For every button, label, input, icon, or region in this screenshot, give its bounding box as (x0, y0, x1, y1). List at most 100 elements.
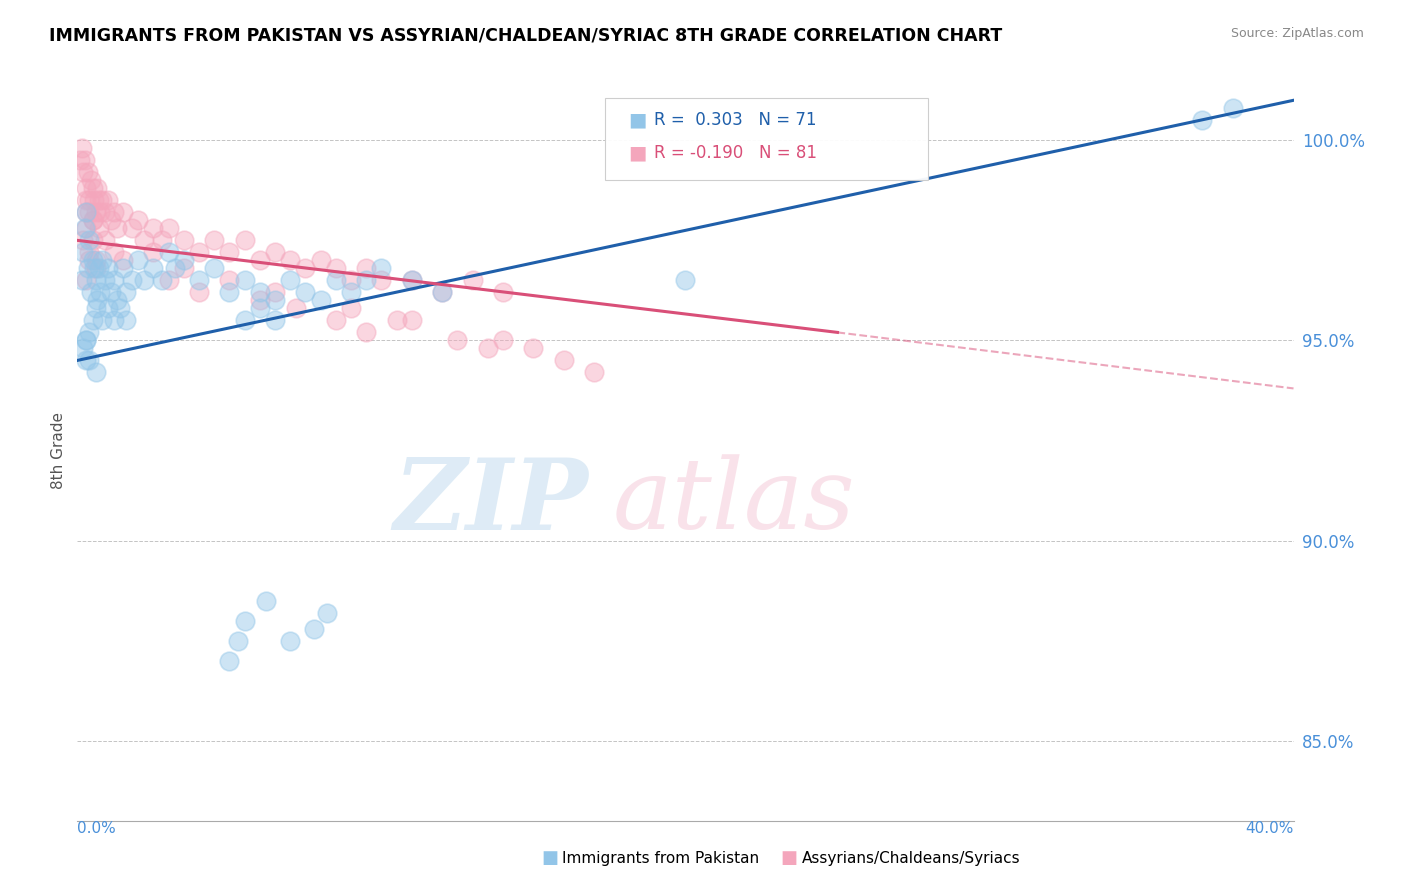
Point (93, 205, 115, 219)
Point (105, 293, 128, 308)
Point (79, 205, 101, 219)
Text: ■: ■ (780, 849, 797, 867)
Point (75, 205, 97, 219)
Point (354, 326, 377, 340)
Point (264, 293, 287, 308)
Point (79, 353, 101, 368)
Point (87, 261, 110, 276)
Point (401, 313, 423, 327)
Point (188, 285, 211, 300)
Point (82, 213, 104, 227)
Point (127, 213, 149, 227)
Point (188, 245, 211, 260)
Point (121, 273, 143, 287)
Point (89, 285, 111, 300)
Point (86, 181, 108, 195)
Point (134, 273, 156, 287)
Point (79, 245, 101, 260)
Point (315, 606, 337, 620)
Point (115, 285, 138, 300)
Point (218, 285, 240, 300)
Point (82, 313, 104, 327)
Point (264, 313, 287, 327)
Point (249, 253, 271, 268)
Point (75, 353, 97, 368)
Point (87, 194, 110, 208)
Point (82, 213, 104, 227)
Point (142, 221, 165, 235)
Point (294, 285, 316, 300)
Point (111, 261, 134, 276)
Point (1222, 101, 1244, 115)
Point (134, 233, 156, 247)
Point (370, 261, 392, 276)
Point (86, 293, 108, 308)
Point (264, 285, 287, 300)
Point (103, 313, 125, 327)
Point (90, 313, 112, 327)
Point (77, 261, 100, 276)
Point (233, 614, 256, 628)
Point (309, 253, 332, 268)
Point (77, 165, 100, 179)
Point (97, 194, 120, 208)
Point (446, 334, 468, 348)
Point (354, 261, 377, 276)
Point (72, 245, 94, 260)
Point (100, 213, 122, 227)
Point (79, 194, 101, 208)
Point (82, 253, 104, 268)
Point (583, 366, 606, 380)
Point (461, 273, 484, 287)
Y-axis label: 8th Grade: 8th Grade (51, 412, 66, 489)
Point (249, 285, 271, 300)
Point (103, 205, 125, 219)
Point (82, 181, 104, 195)
Point (79, 253, 101, 268)
Point (249, 293, 271, 308)
Point (75, 205, 97, 219)
Point (97, 301, 120, 316)
Point (233, 273, 256, 287)
Point (325, 313, 347, 327)
Point (84, 261, 107, 276)
Point (121, 221, 143, 235)
Point (430, 285, 453, 300)
Point (84, 205, 107, 219)
Point (163, 261, 186, 276)
Point (675, 273, 697, 287)
Point (103, 245, 125, 260)
Point (84, 253, 107, 268)
Point (278, 253, 301, 268)
Point (309, 293, 332, 308)
Text: Assyrians/Chaldeans/Syriacs: Assyrians/Chaldeans/Syriacs (801, 851, 1019, 865)
Point (83, 194, 105, 208)
Point (152, 273, 174, 287)
Point (111, 205, 134, 219)
Point (304, 622, 326, 636)
Point (370, 273, 392, 287)
Point (254, 593, 277, 607)
Point (202, 233, 225, 247)
Point (79, 326, 101, 340)
Text: ■: ■ (628, 143, 647, 162)
Point (80, 173, 103, 187)
Point (294, 261, 316, 276)
Point (72, 165, 94, 179)
Point (325, 261, 347, 276)
Point (105, 221, 128, 235)
Point (354, 273, 377, 287)
Point (100, 285, 122, 300)
Text: ■: ■ (628, 111, 647, 130)
Point (82, 233, 104, 247)
Point (218, 245, 240, 260)
Text: Source: ZipAtlas.com: Source: ZipAtlas.com (1230, 27, 1364, 40)
Text: 40.0%: 40.0% (1246, 821, 1294, 836)
Point (84, 273, 107, 287)
Point (70, 273, 93, 287)
Point (218, 654, 240, 668)
Text: R =  0.303   N = 71: R = 0.303 N = 71 (654, 112, 817, 129)
Point (75, 221, 97, 235)
Point (278, 273, 301, 287)
Point (340, 273, 363, 287)
